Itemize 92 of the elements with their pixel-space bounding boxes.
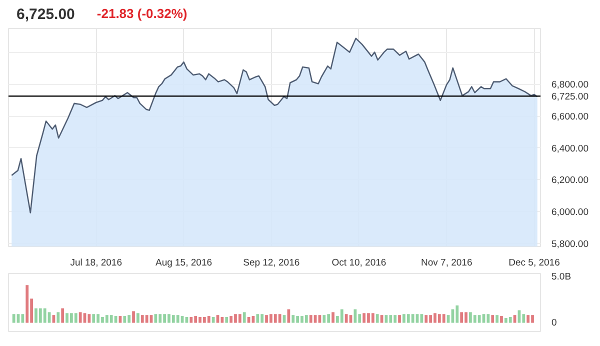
bar xyxy=(282,315,286,323)
bar xyxy=(526,315,530,323)
bar xyxy=(354,309,357,323)
bar xyxy=(424,315,428,323)
bar xyxy=(252,316,255,323)
bar xyxy=(123,316,126,323)
bar xyxy=(150,315,153,323)
bar xyxy=(522,314,526,323)
bar xyxy=(371,313,374,323)
bar xyxy=(176,315,180,323)
bar xyxy=(247,317,250,323)
bar xyxy=(225,317,228,323)
bar xyxy=(238,314,242,323)
bar xyxy=(416,314,419,323)
bar xyxy=(278,314,282,323)
bar xyxy=(322,315,326,323)
x-tick-label: Jul 18, 2016 xyxy=(70,258,122,268)
bar xyxy=(185,317,188,323)
y-tick-label: 6,400.00 xyxy=(552,143,588,154)
bar xyxy=(442,314,446,323)
bar xyxy=(304,315,308,323)
bar xyxy=(420,314,424,323)
x-tick-label: Nov 7, 2016 xyxy=(421,258,472,268)
bar xyxy=(180,316,184,323)
bar xyxy=(216,315,220,323)
bar xyxy=(411,314,414,323)
y-tick-label: 6,800.00 xyxy=(552,80,588,91)
bar xyxy=(384,315,388,323)
bar xyxy=(145,315,148,323)
bar xyxy=(132,311,135,323)
bar xyxy=(460,312,464,323)
bar xyxy=(491,315,494,323)
bar xyxy=(74,313,78,323)
bar xyxy=(26,285,29,323)
bar xyxy=(456,305,459,323)
x-tick-label: Aug 15, 2016 xyxy=(155,258,212,268)
bar xyxy=(16,314,20,323)
ref-line-label: 6,725.00 xyxy=(552,92,588,103)
y-tick-label: 0 xyxy=(552,317,557,328)
bar xyxy=(61,308,64,323)
bar xyxy=(12,314,16,323)
bar xyxy=(482,314,486,323)
bar xyxy=(508,317,512,323)
y-tick-label: 5.0B xyxy=(552,272,572,282)
bar xyxy=(78,312,82,323)
bar xyxy=(212,317,215,323)
bar xyxy=(256,314,260,323)
bar xyxy=(332,312,334,323)
bar xyxy=(114,316,118,323)
bar xyxy=(110,315,113,323)
bar xyxy=(292,315,295,323)
y-tick-label: 5,800.00 xyxy=(552,238,588,250)
y-tick-label: 6,200.00 xyxy=(552,175,588,186)
bar xyxy=(478,315,481,323)
chart-subtitle: -21.83 (-0.32%) xyxy=(96,6,188,21)
x-tick-label: Sep 12, 2016 xyxy=(243,258,300,268)
x-tick-label: Dec 5, 2016 xyxy=(508,258,560,268)
y-tick-label: 6,600.00 xyxy=(552,112,588,123)
bar xyxy=(496,315,498,323)
bar xyxy=(220,317,224,323)
bar xyxy=(118,316,122,323)
bar xyxy=(344,314,348,323)
chart-title: 6,725.00 xyxy=(16,6,75,23)
bar xyxy=(21,314,24,323)
bar xyxy=(92,314,96,323)
x-tick-label: Oct 10, 2016 xyxy=(332,258,386,268)
bar xyxy=(340,309,344,323)
bar xyxy=(389,315,392,323)
bar xyxy=(518,310,521,323)
bar xyxy=(398,315,401,323)
bar xyxy=(309,315,312,323)
bar xyxy=(314,315,317,323)
bar xyxy=(56,312,60,323)
bar xyxy=(486,314,490,323)
bar xyxy=(52,315,56,323)
bar xyxy=(349,315,352,323)
bar xyxy=(43,308,46,323)
bar xyxy=(190,317,193,323)
bar xyxy=(500,316,503,323)
bar xyxy=(376,314,379,323)
y-tick-label: 6,000.00 xyxy=(552,206,588,218)
bar xyxy=(83,313,86,323)
bar xyxy=(287,309,290,323)
bar xyxy=(207,316,210,323)
bar xyxy=(136,313,140,323)
bar xyxy=(242,312,246,323)
bar xyxy=(88,314,91,323)
bar xyxy=(380,315,384,323)
bar xyxy=(513,315,516,323)
bar xyxy=(154,314,158,323)
bar xyxy=(446,315,450,323)
bar xyxy=(318,315,322,323)
